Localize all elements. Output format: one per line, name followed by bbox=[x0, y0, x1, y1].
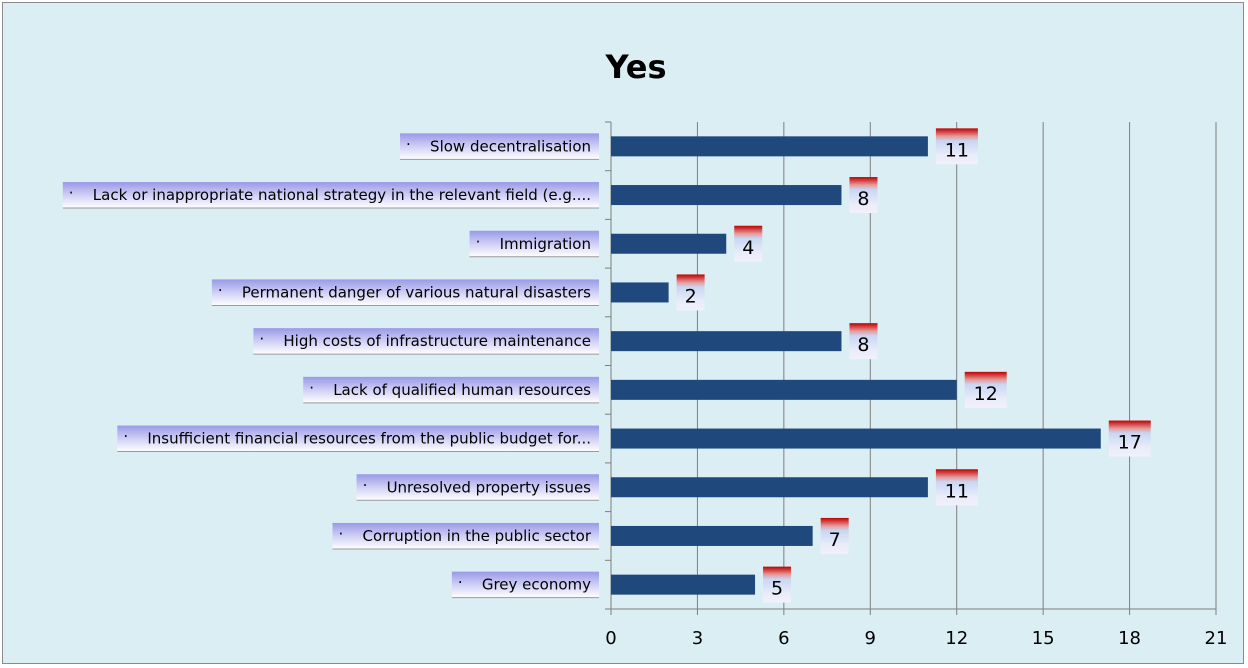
category-label-box bbox=[62, 182, 599, 209]
category-label-box bbox=[303, 376, 599, 403]
bar bbox=[611, 428, 1101, 449]
category-label: Lack of qualified human resources bbox=[333, 381, 591, 399]
category-label-box bbox=[211, 279, 599, 306]
category-label: Unresolved property issues bbox=[387, 478, 592, 496]
x-tick-label: 6 bbox=[778, 628, 789, 649]
data-label: 11 bbox=[945, 139, 969, 161]
bullet-mark: · bbox=[406, 135, 411, 153]
x-tick-label: 9 bbox=[865, 628, 876, 649]
data-label: 12 bbox=[974, 383, 998, 405]
category-label: Lack or inappropriate national strategy … bbox=[93, 186, 591, 204]
bullet-mark: · bbox=[69, 184, 74, 202]
x-tick-label: 15 bbox=[1032, 628, 1055, 649]
bullet-mark: · bbox=[309, 379, 314, 397]
bar bbox=[611, 477, 928, 498]
category-label: Grey economy bbox=[482, 576, 591, 594]
category-label-box bbox=[332, 522, 599, 549]
bullet-mark: · bbox=[339, 525, 344, 543]
category-label: Insufficient financial resources from th… bbox=[147, 430, 591, 448]
x-tick-label: 18 bbox=[1118, 628, 1141, 649]
bullet-mark: · bbox=[218, 281, 223, 299]
data-label-box bbox=[935, 469, 978, 506]
data-label: 8 bbox=[857, 188, 869, 210]
category-label-box bbox=[469, 230, 599, 257]
category-label-box bbox=[400, 133, 599, 160]
category-label-box bbox=[253, 328, 599, 355]
category-label-box bbox=[117, 425, 599, 452]
bar-chart: Yes 0 3 6 9 12 15 18 21 11 Slow decentralisation… bbox=[62, 48, 1228, 649]
data-label: 5 bbox=[771, 578, 783, 600]
bar bbox=[611, 379, 957, 400]
bullet-mark: · bbox=[363, 476, 368, 494]
data-label-box bbox=[849, 177, 878, 214]
x-tick-label: 0 bbox=[605, 628, 616, 649]
data-label-box bbox=[763, 566, 792, 603]
bullet-mark: · bbox=[123, 428, 128, 446]
data-label-box bbox=[734, 225, 763, 262]
data-label: 2 bbox=[685, 285, 697, 307]
data-label-box bbox=[964, 371, 1007, 408]
bullet-mark: · bbox=[259, 330, 264, 348]
data-label-box bbox=[820, 517, 849, 554]
bar bbox=[611, 185, 842, 206]
data-label: 11 bbox=[945, 480, 969, 502]
category-label: Slow decentralisation bbox=[430, 137, 591, 155]
bar bbox=[611, 136, 928, 157]
x-tick-label: 21 bbox=[1205, 628, 1228, 649]
data-label-box bbox=[849, 323, 878, 360]
chart-title: Yes bbox=[605, 48, 667, 86]
category-label: Immigration bbox=[500, 235, 591, 253]
data-label-box bbox=[935, 128, 978, 165]
bar bbox=[611, 233, 727, 254]
bar bbox=[611, 331, 842, 352]
bar bbox=[611, 282, 669, 303]
bar bbox=[611, 574, 756, 595]
x-tick-label: 12 bbox=[945, 628, 968, 649]
category-label-box bbox=[356, 474, 599, 501]
data-label: 17 bbox=[1118, 432, 1142, 454]
data-label: 7 bbox=[829, 529, 841, 551]
category-label: Corruption in the public sector bbox=[363, 527, 592, 545]
bar bbox=[611, 525, 813, 546]
category-label: Permanent danger of various natural disa… bbox=[242, 283, 591, 301]
bullet-mark: · bbox=[458, 574, 463, 592]
category-label-box bbox=[451, 571, 599, 598]
data-label-box bbox=[676, 274, 705, 311]
bullet-mark: · bbox=[476, 233, 481, 251]
x-tick-label: 3 bbox=[692, 628, 703, 649]
data-label: 8 bbox=[857, 334, 869, 356]
data-label-box bbox=[1108, 420, 1151, 457]
category-label: High costs of infrastructure maintenance bbox=[283, 332, 591, 350]
data-label: 4 bbox=[742, 237, 754, 259]
